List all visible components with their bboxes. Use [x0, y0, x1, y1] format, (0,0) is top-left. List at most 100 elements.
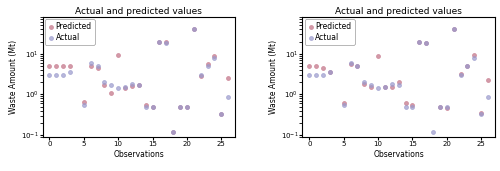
Predicted	[121, 87, 129, 90]
Title: Actual and predicted values: Actual and predicted values	[76, 7, 202, 16]
X-axis label: Observations: Observations	[374, 150, 424, 159]
Y-axis label: Waste Amount (Mt): Waste Amount (Mt)	[269, 40, 278, 114]
Actual	[94, 65, 102, 67]
Predicted	[196, 75, 204, 78]
Actual	[46, 74, 54, 76]
Actual	[306, 74, 314, 76]
Actual	[86, 61, 94, 64]
Actual	[128, 83, 136, 85]
Predicted	[306, 65, 314, 67]
Title: Actual and predicted values: Actual and predicted values	[336, 7, 462, 16]
Actual	[354, 65, 362, 67]
Actual	[450, 28, 458, 31]
Actual	[436, 105, 444, 108]
Actual	[422, 42, 430, 45]
X-axis label: Observations: Observations	[114, 150, 164, 159]
Predicted	[80, 101, 88, 103]
Predicted	[100, 84, 108, 86]
Predicted	[422, 42, 430, 45]
Predicted	[46, 65, 54, 67]
Actual	[148, 105, 156, 108]
Actual	[443, 105, 451, 108]
Actual	[66, 71, 74, 74]
Actual	[470, 56, 478, 59]
Actual	[218, 113, 226, 116]
Predicted	[443, 107, 451, 110]
Actual	[408, 105, 416, 108]
Predicted	[59, 65, 67, 67]
Predicted	[381, 86, 389, 89]
Actual	[196, 74, 204, 76]
Predicted	[450, 28, 458, 31]
Predicted	[388, 86, 396, 89]
Predicted	[108, 91, 116, 94]
Predicted	[183, 105, 191, 108]
Actual	[374, 87, 382, 90]
Predicted	[326, 71, 334, 74]
Legend: Predicted, Actual: Predicted, Actual	[45, 19, 94, 45]
Actual	[108, 84, 116, 86]
Actual	[204, 65, 212, 67]
Actual	[80, 103, 88, 106]
Predicted	[86, 65, 94, 67]
Predicted	[162, 40, 170, 43]
Actual	[183, 105, 191, 108]
Actual	[367, 84, 375, 86]
Predicted	[319, 67, 327, 69]
Actual	[346, 61, 354, 64]
Legend: Predicted, Actual: Predicted, Actual	[304, 19, 354, 45]
Predicted	[128, 85, 136, 87]
Predicted	[408, 103, 416, 106]
Actual	[224, 96, 232, 99]
Predicted	[94, 67, 102, 69]
Predicted	[312, 65, 320, 67]
Predicted	[374, 54, 382, 57]
Predicted	[52, 65, 60, 67]
Actual	[156, 40, 164, 43]
Predicted	[416, 40, 424, 43]
Actual	[360, 81, 368, 83]
Predicted	[176, 105, 184, 108]
Predicted	[210, 54, 218, 57]
Actual	[52, 74, 60, 76]
Actual	[121, 86, 129, 89]
Actual	[319, 74, 327, 76]
Actual	[456, 74, 464, 76]
Actual	[381, 86, 389, 89]
Predicted	[148, 105, 156, 108]
Predicted	[169, 130, 177, 133]
Predicted	[367, 86, 375, 89]
Actual	[394, 84, 402, 86]
Actual	[388, 83, 396, 85]
Actual	[484, 96, 492, 99]
Actual	[100, 81, 108, 83]
Y-axis label: Waste Amount (Mt): Waste Amount (Mt)	[9, 40, 18, 114]
Actual	[464, 65, 471, 67]
Predicted	[114, 53, 122, 56]
Predicted	[456, 73, 464, 75]
Predicted	[464, 65, 471, 67]
Actual	[326, 71, 334, 74]
Predicted	[135, 84, 143, 86]
Actual	[135, 84, 143, 86]
Predicted	[484, 78, 492, 81]
Actual	[340, 103, 347, 106]
Actual	[162, 42, 170, 45]
Predicted	[402, 102, 409, 105]
Actual	[416, 40, 424, 43]
Actual	[402, 105, 409, 108]
Predicted	[190, 28, 198, 31]
Actual	[59, 74, 67, 76]
Predicted	[394, 81, 402, 83]
Predicted	[346, 63, 354, 66]
Predicted	[360, 83, 368, 85]
Predicted	[218, 113, 226, 116]
Actual	[114, 87, 122, 90]
Actual	[176, 105, 184, 108]
Predicted	[204, 63, 212, 66]
Predicted	[436, 105, 444, 108]
Actual	[312, 74, 320, 76]
Actual	[210, 56, 218, 59]
Predicted	[142, 103, 150, 106]
Actual	[477, 113, 485, 116]
